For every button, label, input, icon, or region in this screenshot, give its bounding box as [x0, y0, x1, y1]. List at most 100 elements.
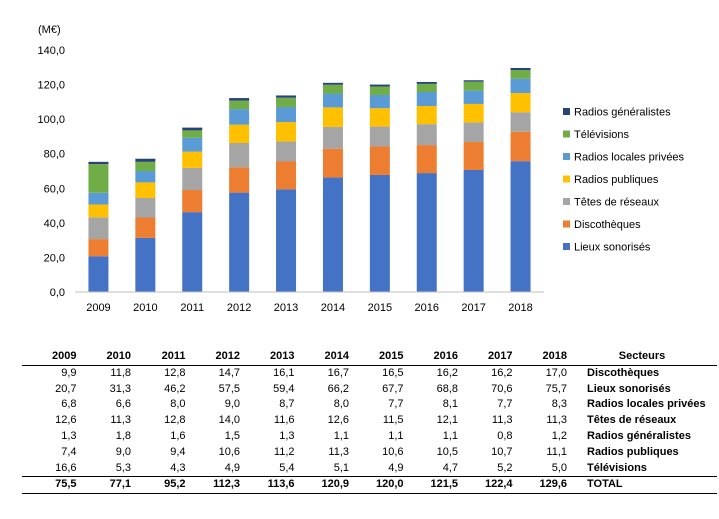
table-row-label: Radios locales privées	[587, 398, 706, 411]
table-row: 1,3 1,8 1,6 1,5 1,3 1,1 1,1 1,1 0,8 1,2 Radios gén…	[22, 429, 717, 445]
legend-label: Radios publiques	[574, 174, 659, 186]
bar-segment	[369, 94, 390, 109]
table-row: 12,6 11,3 12,8 14,0 11,6 12,6 11,5 12,1 11,3 11,3…	[22, 413, 717, 429]
legend-label: Discothèques	[574, 219, 641, 231]
legend-swatch	[563, 153, 570, 160]
table-cell: 5,3	[115, 461, 131, 474]
table-cell: 10,6	[382, 445, 404, 458]
y-tick-label: 40,0	[44, 218, 65, 230]
bar-segment	[88, 164, 109, 193]
table-cell: 4,3	[170, 461, 186, 474]
table-cell: 1,3	[61, 429, 77, 442]
table-header-year: 2010	[76, 349, 131, 366]
legend-swatch	[563, 108, 570, 115]
x-tick-label: 2009	[86, 302, 110, 314]
table-cell: 46,2	[164, 382, 186, 395]
x-tick-label: 2011	[180, 302, 204, 314]
table-cell: 11,6	[273, 414, 295, 427]
y-axis: 0,0 20,0 40,0 60,0 80,0 100,0 120,0 140,0	[37, 45, 65, 299]
bar-segment	[510, 112, 531, 132]
x-tick-label: 2017	[461, 302, 485, 314]
bar-segment	[416, 83, 437, 93]
bar-segment	[229, 109, 250, 125]
bar-segment	[510, 161, 531, 292]
table-cell: 120,0	[349, 476, 404, 495]
bar-segment	[510, 70, 531, 79]
legend-swatch	[563, 130, 570, 138]
table-cell: 11,3	[546, 414, 567, 427]
bar-segment	[276, 107, 297, 123]
table-cell: 14,7	[218, 366, 240, 379]
table-row: 16,6 5,3 4,3 4,9 5,4 5,1 4,9 4,7 5,2 5,0 Télévisio…	[22, 461, 717, 477]
legend-swatch	[563, 220, 570, 228]
table-cell: 16,5	[382, 366, 404, 379]
table-row-label: Radios publiques	[587, 445, 679, 458]
legend-swatch	[563, 243, 570, 250]
bar-segment	[369, 84, 390, 87]
x-tick-label: 2012	[227, 302, 251, 314]
x-tick-label: 2018	[508, 302, 532, 314]
table-cell: 10,5	[436, 445, 458, 458]
table-cell: 11,1	[546, 445, 567, 458]
y-tick-label: 80,0	[44, 149, 65, 161]
table-cell: 1,1	[388, 429, 404, 442]
table-cell: 5,1	[333, 461, 349, 474]
table-cell: 59,4	[273, 382, 295, 395]
table-header-year: 2016	[403, 349, 458, 366]
x-tick-label: 2013	[274, 302, 298, 314]
x-tick-label: 2014	[321, 302, 345, 314]
legend-label: Têtes de réseaux	[574, 197, 659, 209]
table-header-row: 2009 2010 2011 2012 2013 2014 2015 2016 2017 2018…	[22, 349, 717, 366]
table-cell: 6,6	[115, 398, 131, 411]
y-tick-label: 100,0	[37, 114, 65, 126]
bar-segment	[135, 158, 156, 162]
table-cell: 1,1	[442, 429, 458, 442]
legend-swatch	[563, 175, 570, 183]
table-row-label: TOTAL	[567, 476, 717, 495]
table-header-year: 2018	[512, 349, 567, 366]
table-header-year: 2009	[22, 349, 77, 366]
table-cell: 5,4	[279, 461, 295, 474]
data-table: 2009 2010 2011 2012 2013 2014 2015 2016 2017 2018…	[22, 349, 717, 495]
table-cell: 9,4	[170, 445, 186, 458]
bar-segment	[88, 217, 109, 240]
bar-segment	[135, 161, 156, 171]
table-cell: 95,2	[131, 476, 186, 495]
bar-segment	[182, 137, 203, 152]
x-tick-label: 2015	[368, 302, 392, 314]
table-header-label: Secteurs	[567, 349, 717, 366]
table-cell: 75,5	[22, 476, 77, 495]
bars-group	[88, 67, 531, 292]
bar-segment	[510, 131, 531, 162]
bar-segment	[276, 161, 297, 190]
table-cell: 8,0	[170, 398, 186, 411]
table-cell: 11,3	[491, 414, 513, 427]
bar-segment	[135, 217, 156, 238]
legend: Radios généralistes Télévisions Radios loc…	[563, 107, 685, 254]
table-cell: 1,3	[279, 429, 295, 442]
legend-label: Télévisions	[574, 129, 630, 141]
bar-segment	[463, 90, 484, 104]
table-cell: 1,5	[224, 429, 240, 442]
bar-segment	[322, 82, 343, 85]
table-cell: 16,2	[491, 366, 513, 379]
bar-segment	[369, 108, 390, 127]
y-tick-label: 140,0	[37, 45, 65, 57]
table-cell: 12,6	[55, 414, 77, 427]
table-cell: 9,0	[115, 445, 131, 458]
bar-segment	[322, 107, 343, 127]
table-cell: 5,2	[497, 461, 513, 474]
table-header-year: 2014	[294, 349, 349, 366]
table-header-year: 2015	[349, 349, 404, 366]
table-cell: 57,5	[218, 382, 240, 395]
bar-segment	[276, 141, 297, 162]
table-cell: 16,6	[55, 461, 77, 474]
bar-segment	[276, 95, 297, 98]
table-cell: 1,8	[115, 429, 131, 442]
table-cell: 4,7	[442, 461, 458, 474]
table-cell: 112,3	[185, 476, 240, 495]
table-cell: 5,0	[551, 461, 567, 474]
legend-label: Radios généralistes	[574, 107, 671, 119]
table-row: 20,7 31,3 46,2 57,5 59,4 66,2 67,7 68,8 70,6 75,7…	[22, 382, 717, 398]
table-row: 7,4 9,0 9,4 10,6 11,2 11,3 10,6 10,5 10,7 11,1 Rad…	[22, 445, 717, 461]
